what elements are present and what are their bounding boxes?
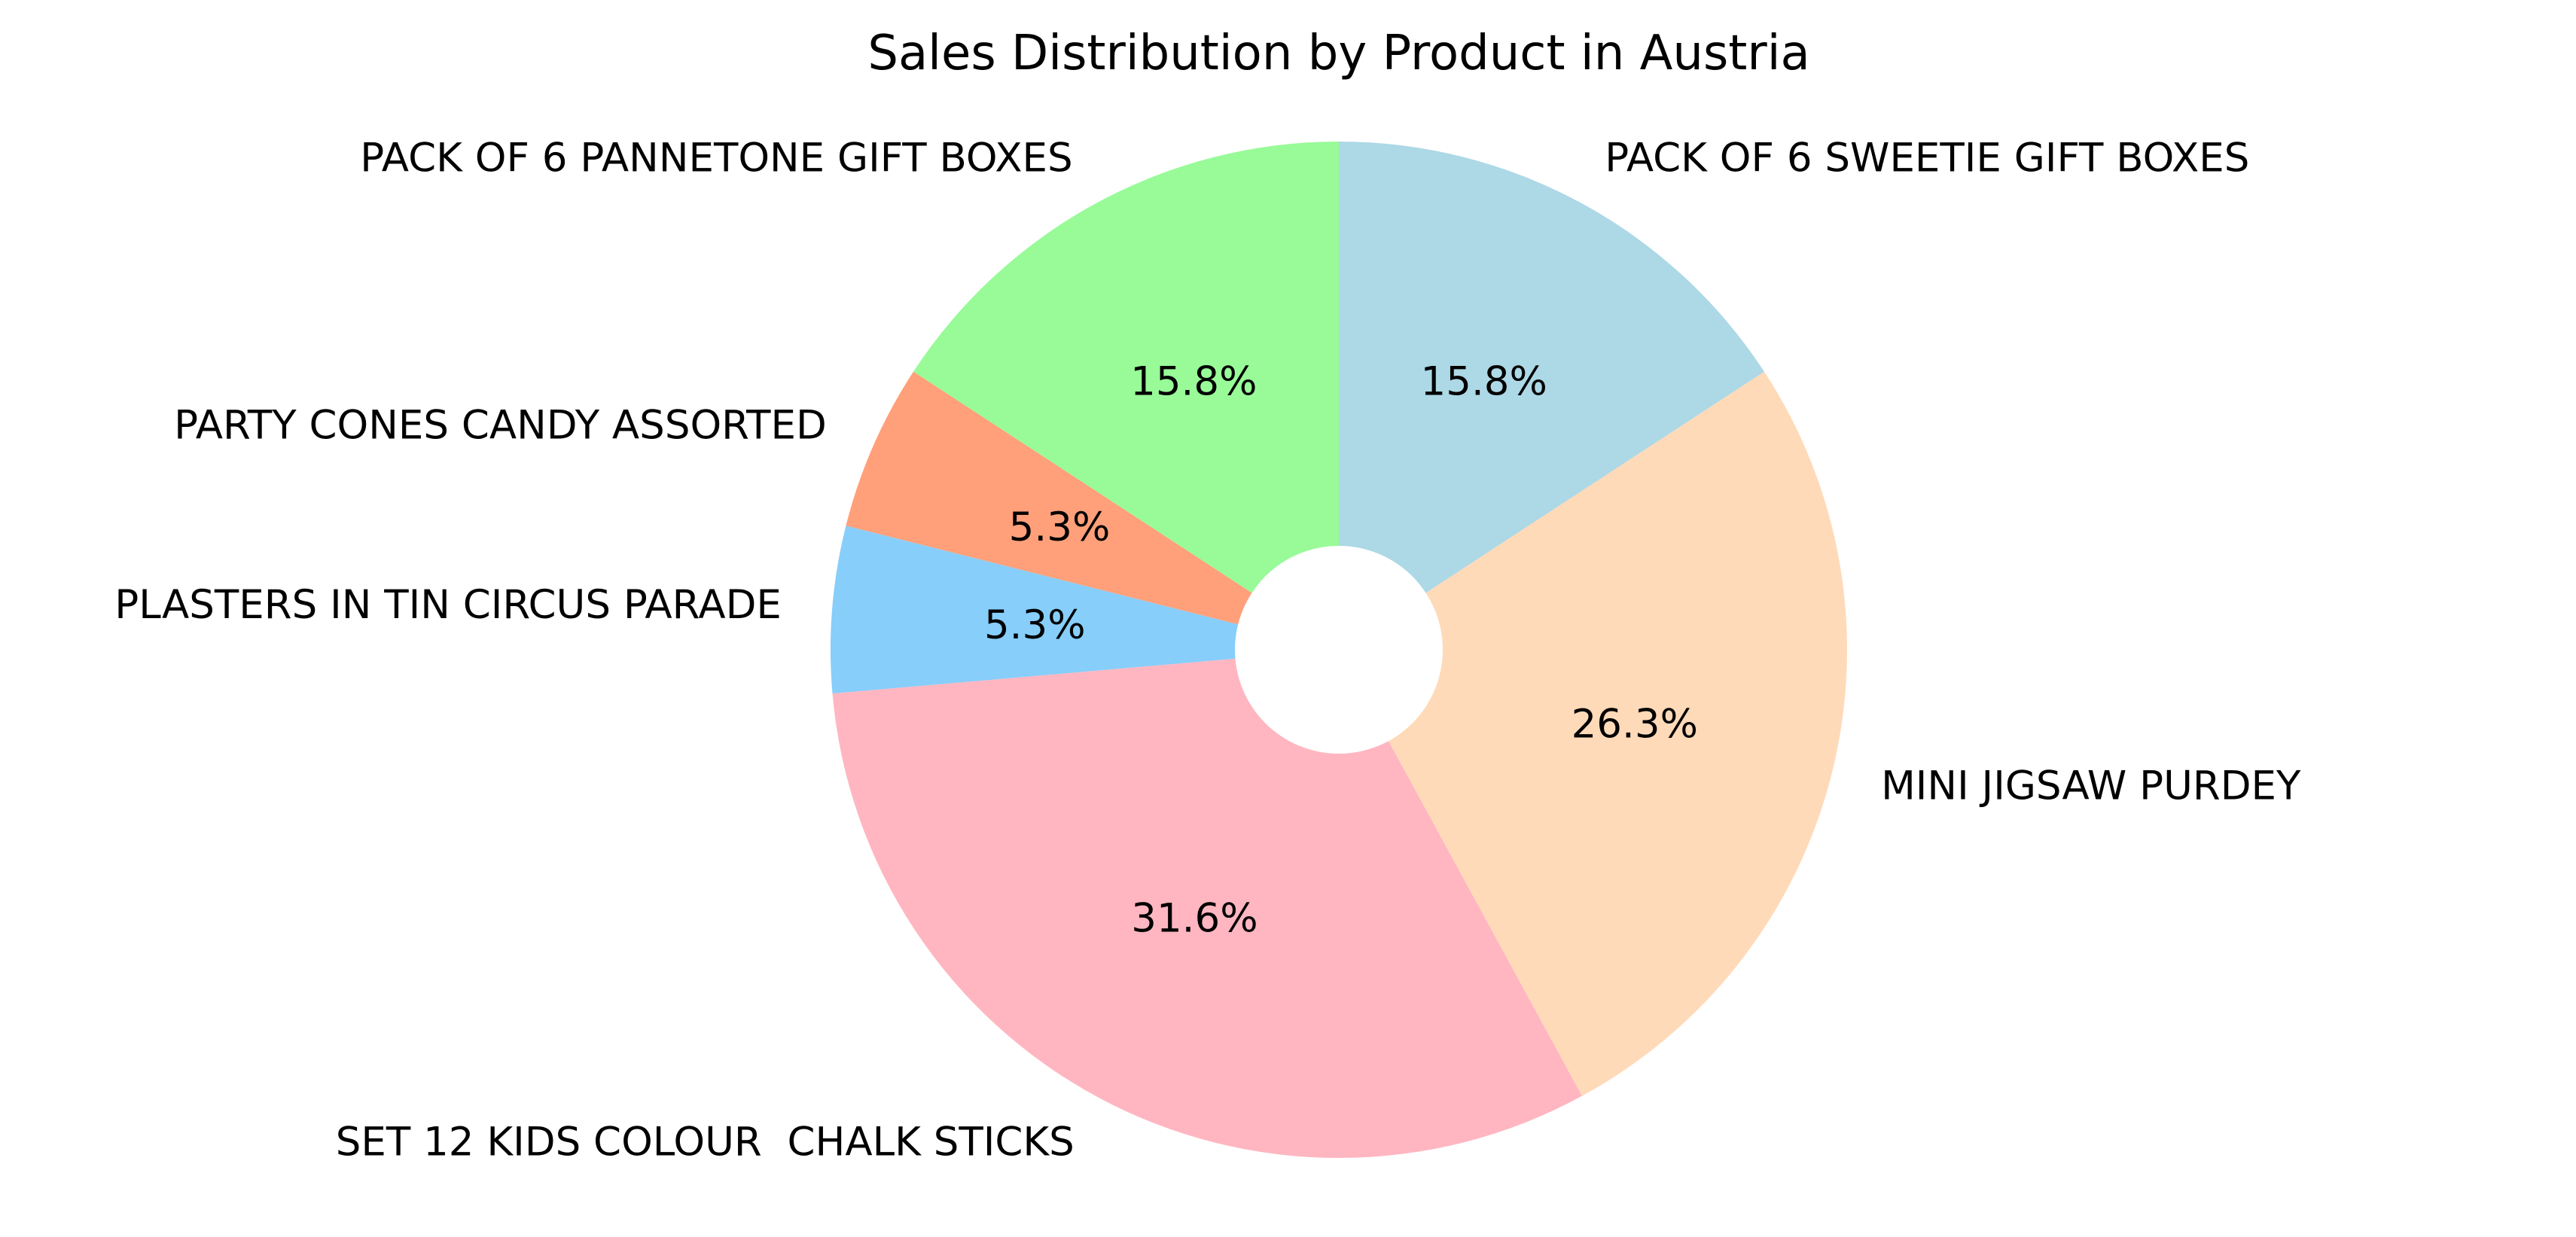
donut-hole <box>1235 546 1443 754</box>
category-labels: PACK OF 6 PANNETONE GIFT BOXES PARTY CONE… <box>114 135 2301 1165</box>
category-label-pack-of-6-pannetone-gift-boxes: PACK OF 6 PANNETONE GIFT BOXES <box>360 135 1072 181</box>
slice-pack-of-6-pannetone-gift-boxes <box>913 142 1339 650</box>
percent-labels: 15.8% 5.3% 5.3% 31.6% 26.3% 15.8% <box>984 358 1698 941</box>
percent-label-pack-of-6-pannetone-gift-boxes: 15.8% <box>1130 358 1257 404</box>
percent-label-party-cones-candy-assorted: 5.3% <box>1009 504 1111 550</box>
percent-label-mini-jigsaw-purdey: 26.3% <box>1572 701 1698 747</box>
category-label-party-cones-candy-assorted: PARTY CONES CANDY ASSORTED <box>174 403 827 449</box>
percent-label-set-12-kids-colour-chalk-sticks: 31.6% <box>1131 895 1258 941</box>
slice-pack-of-6-sweetie-gift-boxes <box>1339 142 1764 650</box>
percent-label-plasters-in-tin-circus-parade: 5.3% <box>984 602 1086 648</box>
category-label-pack-of-6-sweetie-gift-boxes: PACK OF 6 SWEETIE GIFT BOXES <box>1605 135 2249 181</box>
category-label-set-12-kids-colour-chalk-sticks: SET 12 KIDS COLOUR CHALK STICKS <box>336 1120 1075 1165</box>
category-label-mini-jigsaw-purdey: MINI JIGSAW PURDEY <box>1881 763 2301 809</box>
category-label-plasters-in-tin-circus-parade: PLASTERS IN TIN CIRCUS PARADE <box>114 582 782 628</box>
percent-label-pack-of-6-sweetie-gift-boxes: 15.8% <box>1421 358 1547 404</box>
slice-set-12-kids-colour-chalk-sticks <box>832 650 1583 1159</box>
slice-plasters-in-tin-circus-parade <box>831 526 1339 694</box>
slice-party-cones-candy-assorted <box>846 371 1339 650</box>
chart-title: Sales Distribution by Product in Austria <box>867 26 1809 81</box>
slice-mini-jigsaw-purdey <box>1339 371 1847 1096</box>
pie-slices <box>831 142 1847 1159</box>
